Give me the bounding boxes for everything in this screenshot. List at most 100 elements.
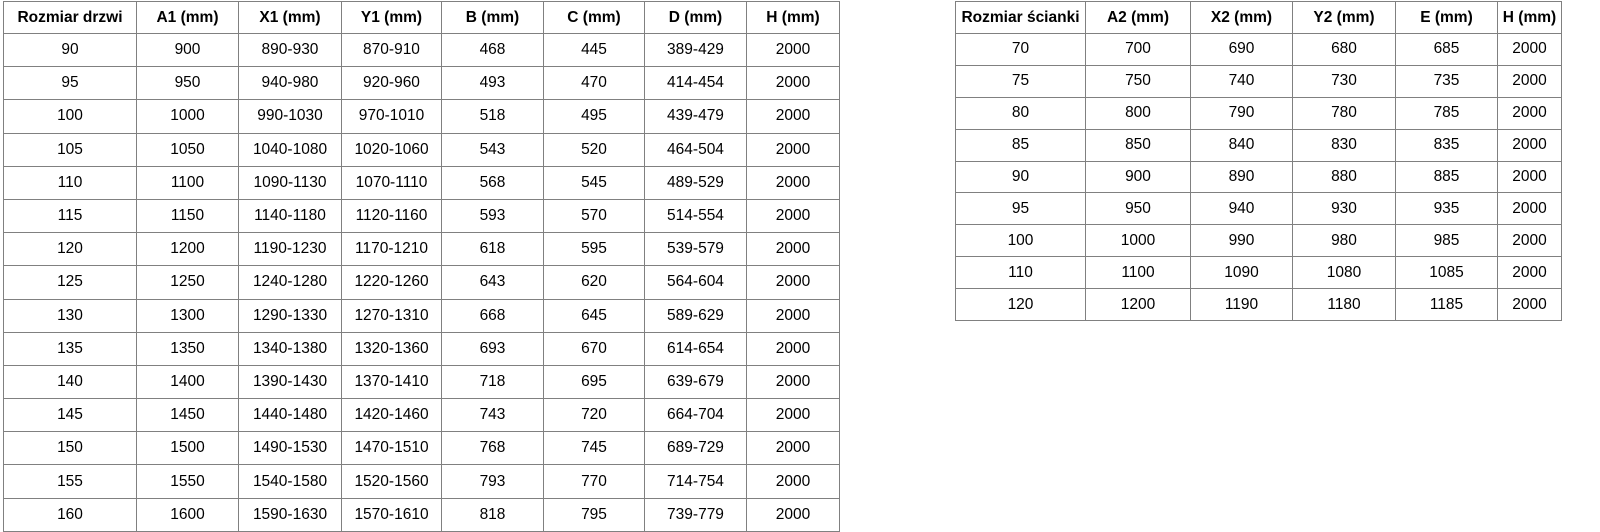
- table-cell: 2000: [746, 132, 840, 167]
- table-cell: 564-604: [644, 265, 747, 300]
- table-row: 80 800 790 780 785 2000: [955, 96, 1562, 130]
- table-cell: 985: [1395, 224, 1498, 258]
- table-cell: 770: [543, 464, 645, 499]
- table-cell: 518: [441, 99, 544, 134]
- table-cell: 568: [441, 165, 544, 200]
- table-cell: 780: [1292, 96, 1396, 130]
- table-row: 90 900 890 880 885 2000: [955, 160, 1562, 194]
- table-row: 115 1150 1140-1180 1120-1160 593 570 514-554 20…: [3, 198, 840, 234]
- table-cell: 1470-1510: [341, 431, 442, 466]
- table-cell: 840: [1190, 128, 1293, 162]
- table-cell: 1540-1580: [238, 464, 342, 499]
- table-cell: 790: [1190, 96, 1293, 130]
- table-cell: 1080: [1292, 256, 1396, 290]
- table-cell: 643: [441, 265, 544, 300]
- table-cell: 1185: [1395, 288, 1498, 322]
- table-cell: 1085: [1395, 256, 1498, 290]
- table-cell: 1300: [136, 298, 239, 333]
- table-cell: 414-454: [644, 66, 747, 101]
- table-cell: 980: [1292, 224, 1396, 258]
- table-cell: 920-960: [341, 66, 442, 101]
- column-header-y2: Y2 (mm): [1292, 1, 1396, 34]
- table-cell: 785: [1395, 96, 1498, 130]
- table-cell: 389-429: [644, 32, 747, 68]
- table-row: 120 1200 1190 1180 1185 2000: [955, 288, 1562, 322]
- table-cell: 100: [3, 99, 137, 134]
- table-cell: 95: [3, 66, 137, 101]
- table-cell: 1240-1280: [238, 265, 342, 300]
- table-cell: 1140-1180: [238, 198, 342, 234]
- table-cell: 520: [543, 132, 645, 167]
- table-cell: 120: [3, 232, 137, 267]
- table-cell: 768: [441, 431, 544, 466]
- table-cell: 125: [3, 265, 137, 300]
- table-cell: 1490-1530: [238, 431, 342, 466]
- table-cell: 2000: [1497, 33, 1562, 66]
- table-cell: 2000: [746, 364, 840, 400]
- table-cell: 90: [955, 160, 1086, 194]
- table-cell: 685: [1395, 33, 1498, 66]
- table-cell: 1020-1060: [341, 132, 442, 167]
- table-cell: 2000: [1497, 96, 1562, 130]
- column-header-e: E (mm): [1395, 1, 1498, 34]
- table-cell: 1200: [1085, 288, 1191, 322]
- table-cell: 493: [441, 66, 544, 101]
- table-header-row: Rozmiar ścianki A2 (mm) X2 (mm) Y2 (mm) …: [955, 1, 1562, 34]
- table-cell: 1320-1360: [341, 331, 442, 366]
- wall-table-body: 70 700 690 680 685 2000 75 750 740 730 735 2000 80 80…: [955, 33, 1562, 322]
- table-cell: 1440-1480: [238, 398, 342, 433]
- column-header-d: D (mm): [644, 1, 747, 34]
- column-header-c: C (mm): [543, 1, 645, 34]
- table-cell: 745: [543, 431, 645, 466]
- table-cell: 589-629: [644, 298, 747, 333]
- table-cell: 2000: [1497, 64, 1562, 98]
- table-cell: 85: [955, 128, 1086, 162]
- table-cell: 1150: [136, 198, 239, 234]
- wall-size-table: Rozmiar ścianki A2 (mm) X2 (mm) Y2 (mm) …: [955, 1, 1562, 322]
- table-row: 90 900 890-930 870-910 468 445 389-429 2000: [3, 32, 840, 68]
- table-row: 85 850 840 830 835 2000: [955, 128, 1562, 162]
- table-cell: 950: [136, 66, 239, 101]
- table-cell: 970-1010: [341, 99, 442, 134]
- table-cell: 1350: [136, 331, 239, 366]
- table-row: 140 1400 1390-1430 1370-1410 718 695 639-679 20…: [3, 364, 840, 400]
- table-cell: 1340-1380: [238, 331, 342, 366]
- table-cell: 870-910: [341, 32, 442, 68]
- table-cell: 935: [1395, 192, 1498, 226]
- table-cell: 714-754: [644, 464, 747, 499]
- table-cell: 743: [441, 398, 544, 433]
- table-cell: 739-779: [644, 497, 747, 532]
- table-cell: 1500: [136, 431, 239, 466]
- table-cell: 885: [1395, 160, 1498, 194]
- table-cell: 940: [1190, 192, 1293, 226]
- table-cell: 614-654: [644, 331, 747, 366]
- table-cell: 489-529: [644, 165, 747, 200]
- table-cell: 1570-1610: [341, 497, 442, 532]
- column-header-h: H (mm): [746, 1, 840, 34]
- table-cell: 110: [3, 165, 137, 200]
- table-cell: 2000: [746, 331, 840, 366]
- table-header-row: Rozmiar drzwi A1 (mm) X1 (mm) Y1 (mm) B …: [3, 1, 840, 34]
- table-cell: 1250: [136, 265, 239, 300]
- table-cell: 930: [1292, 192, 1396, 226]
- table-cell: 880: [1292, 160, 1396, 194]
- table-cell: 800: [1085, 96, 1191, 130]
- table-cell: 1290-1330: [238, 298, 342, 333]
- table-cell: 543: [441, 132, 544, 167]
- table-cell: 120: [955, 288, 1086, 322]
- table-row: 130 1300 1290-1330 1270-1310 668 645 589-629 20…: [3, 298, 840, 333]
- table-cell: 900: [1085, 160, 1191, 194]
- table-row: 150 1500 1490-1530 1470-1510 768 745 689-729 20…: [3, 431, 840, 466]
- table-cell: 2000: [1497, 224, 1562, 258]
- table-cell: 2000: [746, 298, 840, 333]
- table-cell: 1100: [136, 165, 239, 200]
- table-cell: 1180: [1292, 288, 1396, 322]
- table-cell: 1390-1430: [238, 364, 342, 400]
- table-cell: 464-504: [644, 132, 747, 167]
- table-cell: 445: [543, 32, 645, 68]
- table-cell: 700: [1085, 33, 1191, 66]
- table-cell: 950: [1085, 192, 1191, 226]
- table-cell: 2000: [746, 198, 840, 234]
- column-header-y1: Y1 (mm): [341, 1, 442, 34]
- table-cell: 105: [3, 132, 137, 167]
